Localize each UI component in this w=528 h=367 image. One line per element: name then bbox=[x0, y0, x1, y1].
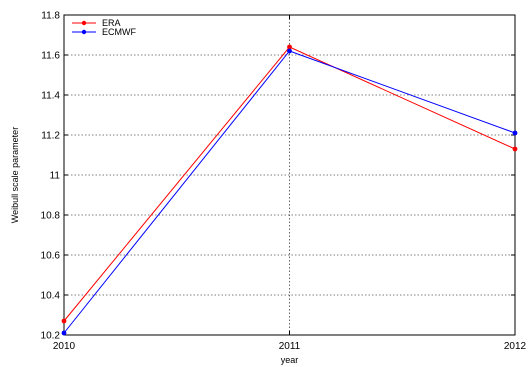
data-point-era bbox=[512, 146, 518, 152]
y-tick-label: 11 bbox=[50, 171, 61, 182]
y-tick-label: 11.4 bbox=[41, 91, 60, 102]
series-layer bbox=[61, 44, 518, 336]
x-tick-label: 2010 bbox=[53, 341, 76, 352]
data-point-ecmwf bbox=[61, 330, 67, 336]
x-tick-label: 2011 bbox=[279, 341, 301, 352]
data-point-era bbox=[61, 318, 67, 324]
legend-marker-era bbox=[81, 20, 87, 26]
y-tick-label: 11.6 bbox=[41, 51, 60, 62]
y-tick-label: 10.6 bbox=[41, 251, 61, 262]
y-tick-label: 10.4 bbox=[41, 291, 61, 302]
legend-marker-ecmwf bbox=[81, 29, 87, 35]
y-tick-label: 11.8 bbox=[41, 11, 60, 22]
data-point-era bbox=[287, 44, 292, 50]
data-point-ecmwf bbox=[287, 48, 292, 54]
x-tick-label: 2012 bbox=[504, 341, 527, 352]
ticks-layer: 10.2 10.4 10.6 10.8 11 11.2 11.4 11.6 11.8 2010 20… bbox=[41, 11, 527, 353]
y-tick-label: 10.8 bbox=[41, 211, 61, 222]
y-tick-label: 11.2 bbox=[41, 131, 60, 142]
legend-label-era: ERA bbox=[102, 18, 121, 28]
y-tick-label: 10.2 bbox=[41, 331, 61, 342]
y-axis-title: Weibull scale parameter bbox=[10, 127, 20, 223]
grid-layer bbox=[64, 15, 515, 335]
legend-label-ecmwf: ECMWF bbox=[102, 27, 136, 37]
x-axis-title: year bbox=[281, 355, 299, 365]
data-point-ecmwf bbox=[512, 130, 518, 136]
